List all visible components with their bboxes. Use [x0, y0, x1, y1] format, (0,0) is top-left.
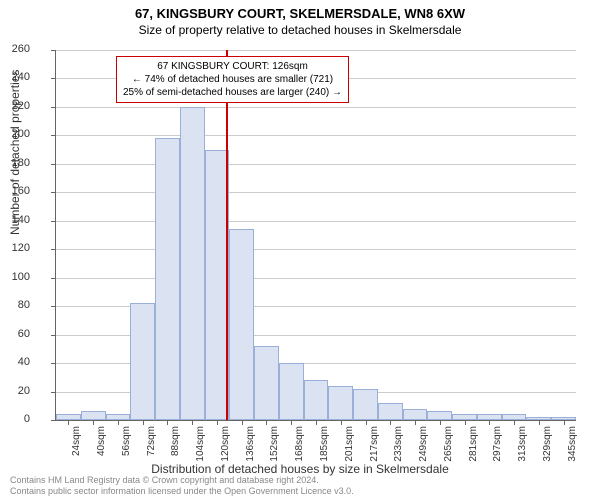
reference-line: [226, 50, 228, 420]
xtick-mark: [68, 420, 69, 425]
histogram-bar: [427, 411, 452, 420]
gridline: [56, 192, 576, 193]
ytick-mark: [51, 249, 56, 250]
chart-container: 67, KINGSBURY COURT, SKELMERSDALE, WN8 6…: [0, 0, 600, 500]
xtick-mark: [316, 420, 317, 425]
ytick-label: 240: [0, 71, 30, 83]
xtick-mark: [489, 420, 490, 425]
xtick-mark: [465, 420, 466, 425]
gridline: [56, 135, 576, 136]
ytick-label: 120: [0, 242, 30, 254]
footer-text: Contains HM Land Registry data © Crown c…: [10, 475, 354, 497]
ytick-label: 160: [0, 185, 30, 197]
histogram-bar: [81, 411, 106, 420]
chart-title: 67, KINGSBURY COURT, SKELMERSDALE, WN8 6…: [0, 0, 600, 21]
histogram-bar: [328, 386, 353, 420]
ytick-mark: [51, 392, 56, 393]
y-axis-label: Number of detached properties: [8, 70, 22, 235]
x-axis-label: Distribution of detached houses by size …: [0, 462, 600, 476]
gridline: [56, 278, 576, 279]
ytick-mark: [51, 78, 56, 79]
ytick-mark: [51, 192, 56, 193]
plot-area: 24sqm40sqm56sqm72sqm88sqm104sqm120sqm136…: [55, 50, 576, 421]
xtick-mark: [539, 420, 540, 425]
xtick-mark: [242, 420, 243, 425]
gridline: [56, 107, 576, 108]
ytick-mark: [51, 420, 56, 421]
footer-line-1: Contains HM Land Registry data © Crown c…: [10, 475, 354, 486]
ytick-label: 180: [0, 157, 30, 169]
ytick-label: 260: [0, 43, 30, 55]
annotation-box: 67 KINGSBURY COURT: 126sqm← 74% of detac…: [116, 56, 349, 103]
ytick-label: 20: [0, 385, 30, 397]
xtick-mark: [291, 420, 292, 425]
ytick-label: 220: [0, 100, 30, 112]
histogram-bar: [254, 346, 279, 420]
ytick-mark: [51, 50, 56, 51]
histogram-bar: [180, 107, 205, 420]
ytick-label: 80: [0, 299, 30, 311]
histogram-bar: [304, 380, 329, 420]
xtick-mark: [366, 420, 367, 425]
gridline: [56, 249, 576, 250]
xtick-mark: [341, 420, 342, 425]
ytick-mark: [51, 278, 56, 279]
ytick-label: 100: [0, 271, 30, 283]
xtick-mark: [143, 420, 144, 425]
ytick-label: 40: [0, 356, 30, 368]
xtick-mark: [167, 420, 168, 425]
annotation-line-3: 25% of semi-detached houses are larger (…: [123, 86, 342, 99]
footer-line-2: Contains public sector information licen…: [10, 486, 354, 497]
xtick-mark: [93, 420, 94, 425]
histogram-bar: [378, 403, 403, 420]
xtick-mark: [390, 420, 391, 425]
histogram-bar: [279, 363, 304, 420]
gridline: [56, 164, 576, 165]
ytick-mark: [51, 221, 56, 222]
xtick-mark: [118, 420, 119, 425]
histogram-bar: [403, 409, 428, 420]
ytick-mark: [51, 335, 56, 336]
histogram-bar: [229, 229, 254, 420]
histogram-bar: [353, 389, 378, 420]
xtick-mark: [514, 420, 515, 425]
annotation-line-2: ← 74% of detached houses are smaller (72…: [123, 73, 342, 86]
ytick-label: 0: [0, 413, 30, 425]
histogram-bar: [130, 303, 155, 420]
annotation-line-1: 67 KINGSBURY COURT: 126sqm: [123, 60, 342, 73]
ytick-mark: [51, 164, 56, 165]
ytick-mark: [51, 306, 56, 307]
histogram-bar: [155, 138, 180, 420]
xtick-mark: [192, 420, 193, 425]
gridline: [56, 221, 576, 222]
chart-area: 24sqm40sqm56sqm72sqm88sqm104sqm120sqm136…: [55, 50, 575, 420]
ytick-label: 200: [0, 128, 30, 140]
gridline: [56, 50, 576, 51]
ytick-mark: [51, 107, 56, 108]
ytick-label: 140: [0, 214, 30, 226]
xtick-mark: [266, 420, 267, 425]
xtick-mark: [415, 420, 416, 425]
ytick-mark: [51, 135, 56, 136]
xtick-mark: [440, 420, 441, 425]
xtick-mark: [217, 420, 218, 425]
ytick-label: 60: [0, 328, 30, 340]
xtick-mark: [564, 420, 565, 425]
ytick-mark: [51, 363, 56, 364]
chart-subtitle: Size of property relative to detached ho…: [0, 21, 600, 37]
